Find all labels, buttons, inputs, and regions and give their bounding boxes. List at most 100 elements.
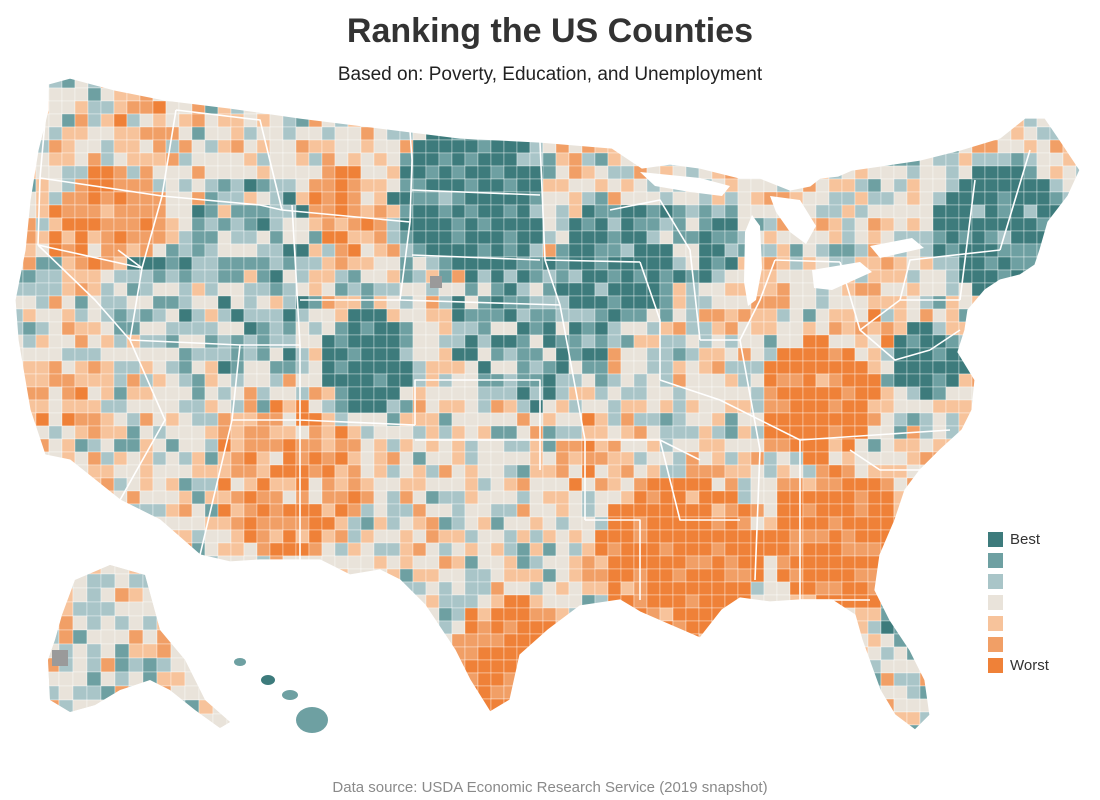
county-cell — [932, 243, 947, 258]
county-cell — [178, 308, 193, 323]
county-cell — [204, 659, 219, 674]
county-cell — [542, 217, 557, 232]
county-cell — [867, 490, 882, 505]
county-cell — [646, 698, 661, 713]
county-cell — [74, 100, 89, 115]
county-cell — [815, 399, 830, 414]
county-cell — [841, 126, 856, 141]
county-cell — [113, 503, 128, 518]
county-cell — [789, 243, 804, 258]
county-cell — [334, 386, 349, 401]
county-cell — [893, 321, 908, 336]
county-cell — [1036, 451, 1051, 466]
county-cell — [581, 165, 596, 180]
county-cell — [347, 399, 362, 414]
county-cell — [776, 334, 791, 349]
county-cell — [503, 412, 518, 427]
county-cell — [555, 711, 570, 726]
county-cell — [737, 178, 752, 193]
county-cell — [711, 711, 726, 726]
county-cell — [165, 282, 180, 297]
county-cell — [516, 282, 531, 297]
county-cell — [399, 321, 414, 336]
county-cell — [1010, 78, 1025, 89]
county-cell — [919, 412, 934, 427]
county-cell — [919, 607, 934, 622]
county-cell — [724, 243, 739, 258]
county-cell — [919, 334, 934, 349]
county-cell — [15, 360, 24, 375]
county-cell — [48, 412, 63, 427]
county-cell — [1036, 204, 1051, 219]
county-cell — [165, 230, 180, 245]
county-cell — [1075, 217, 1080, 232]
state-border — [129, 339, 241, 556]
county-cell — [178, 321, 193, 336]
county-cell — [685, 204, 700, 219]
county-cell — [594, 620, 609, 635]
county-cell — [178, 607, 193, 622]
county-cell — [295, 490, 310, 505]
county-cell — [581, 282, 596, 297]
county-cell — [113, 399, 128, 414]
map-legend: Best Worst — [988, 529, 1049, 676]
county-cell — [880, 100, 895, 115]
county-cell — [399, 100, 414, 115]
state-border — [544, 259, 641, 263]
county-cell — [269, 464, 284, 479]
county-cell — [789, 269, 804, 284]
county-cell — [750, 87, 765, 102]
county-cell — [763, 659, 778, 674]
county-cell — [87, 295, 102, 310]
county-cell — [906, 503, 921, 518]
county-cell — [61, 490, 76, 505]
county-cell — [412, 282, 427, 297]
county-cell — [178, 425, 193, 440]
county-cell — [490, 165, 505, 180]
county-cell — [646, 191, 661, 206]
county-cell — [256, 659, 271, 674]
county-cell — [841, 659, 856, 674]
county-cell — [711, 282, 726, 297]
county-cell — [15, 659, 24, 674]
county-cell — [789, 581, 804, 596]
county-cell — [399, 373, 414, 388]
county-cell — [685, 191, 700, 206]
county-cell — [451, 386, 466, 401]
county-cell — [620, 698, 635, 713]
county-cell — [932, 633, 947, 648]
county-cell — [971, 78, 986, 89]
county-cell — [295, 568, 310, 583]
county-cell — [685, 230, 700, 245]
county-cell — [529, 672, 544, 687]
county-cell — [750, 113, 765, 128]
county-cell — [893, 204, 908, 219]
county-cell — [243, 282, 258, 297]
county-cell — [321, 698, 336, 713]
county-cell — [204, 113, 219, 128]
county-cell — [776, 399, 791, 414]
county-cell — [243, 724, 258, 730]
county-cell — [581, 620, 596, 635]
county-cell — [516, 724, 531, 730]
county-cell — [828, 334, 843, 349]
county-cell — [1075, 347, 1080, 362]
county-cell — [893, 594, 908, 609]
county-cell — [932, 139, 947, 154]
county-cell — [347, 724, 362, 730]
county-cell — [1023, 78, 1038, 89]
legend-item — [988, 550, 1049, 571]
county-cell — [22, 477, 37, 492]
county-cell — [308, 594, 323, 609]
county-cell — [321, 191, 336, 206]
county-cell — [828, 581, 843, 596]
county-cell — [425, 165, 440, 180]
county-cell — [672, 78, 687, 89]
county-cell — [373, 78, 388, 89]
county-cell — [646, 334, 661, 349]
county-cell — [815, 633, 830, 648]
county-cell — [198, 565, 214, 575]
county-cell — [529, 282, 544, 297]
county-cell — [867, 230, 882, 245]
county-cell — [308, 256, 323, 271]
